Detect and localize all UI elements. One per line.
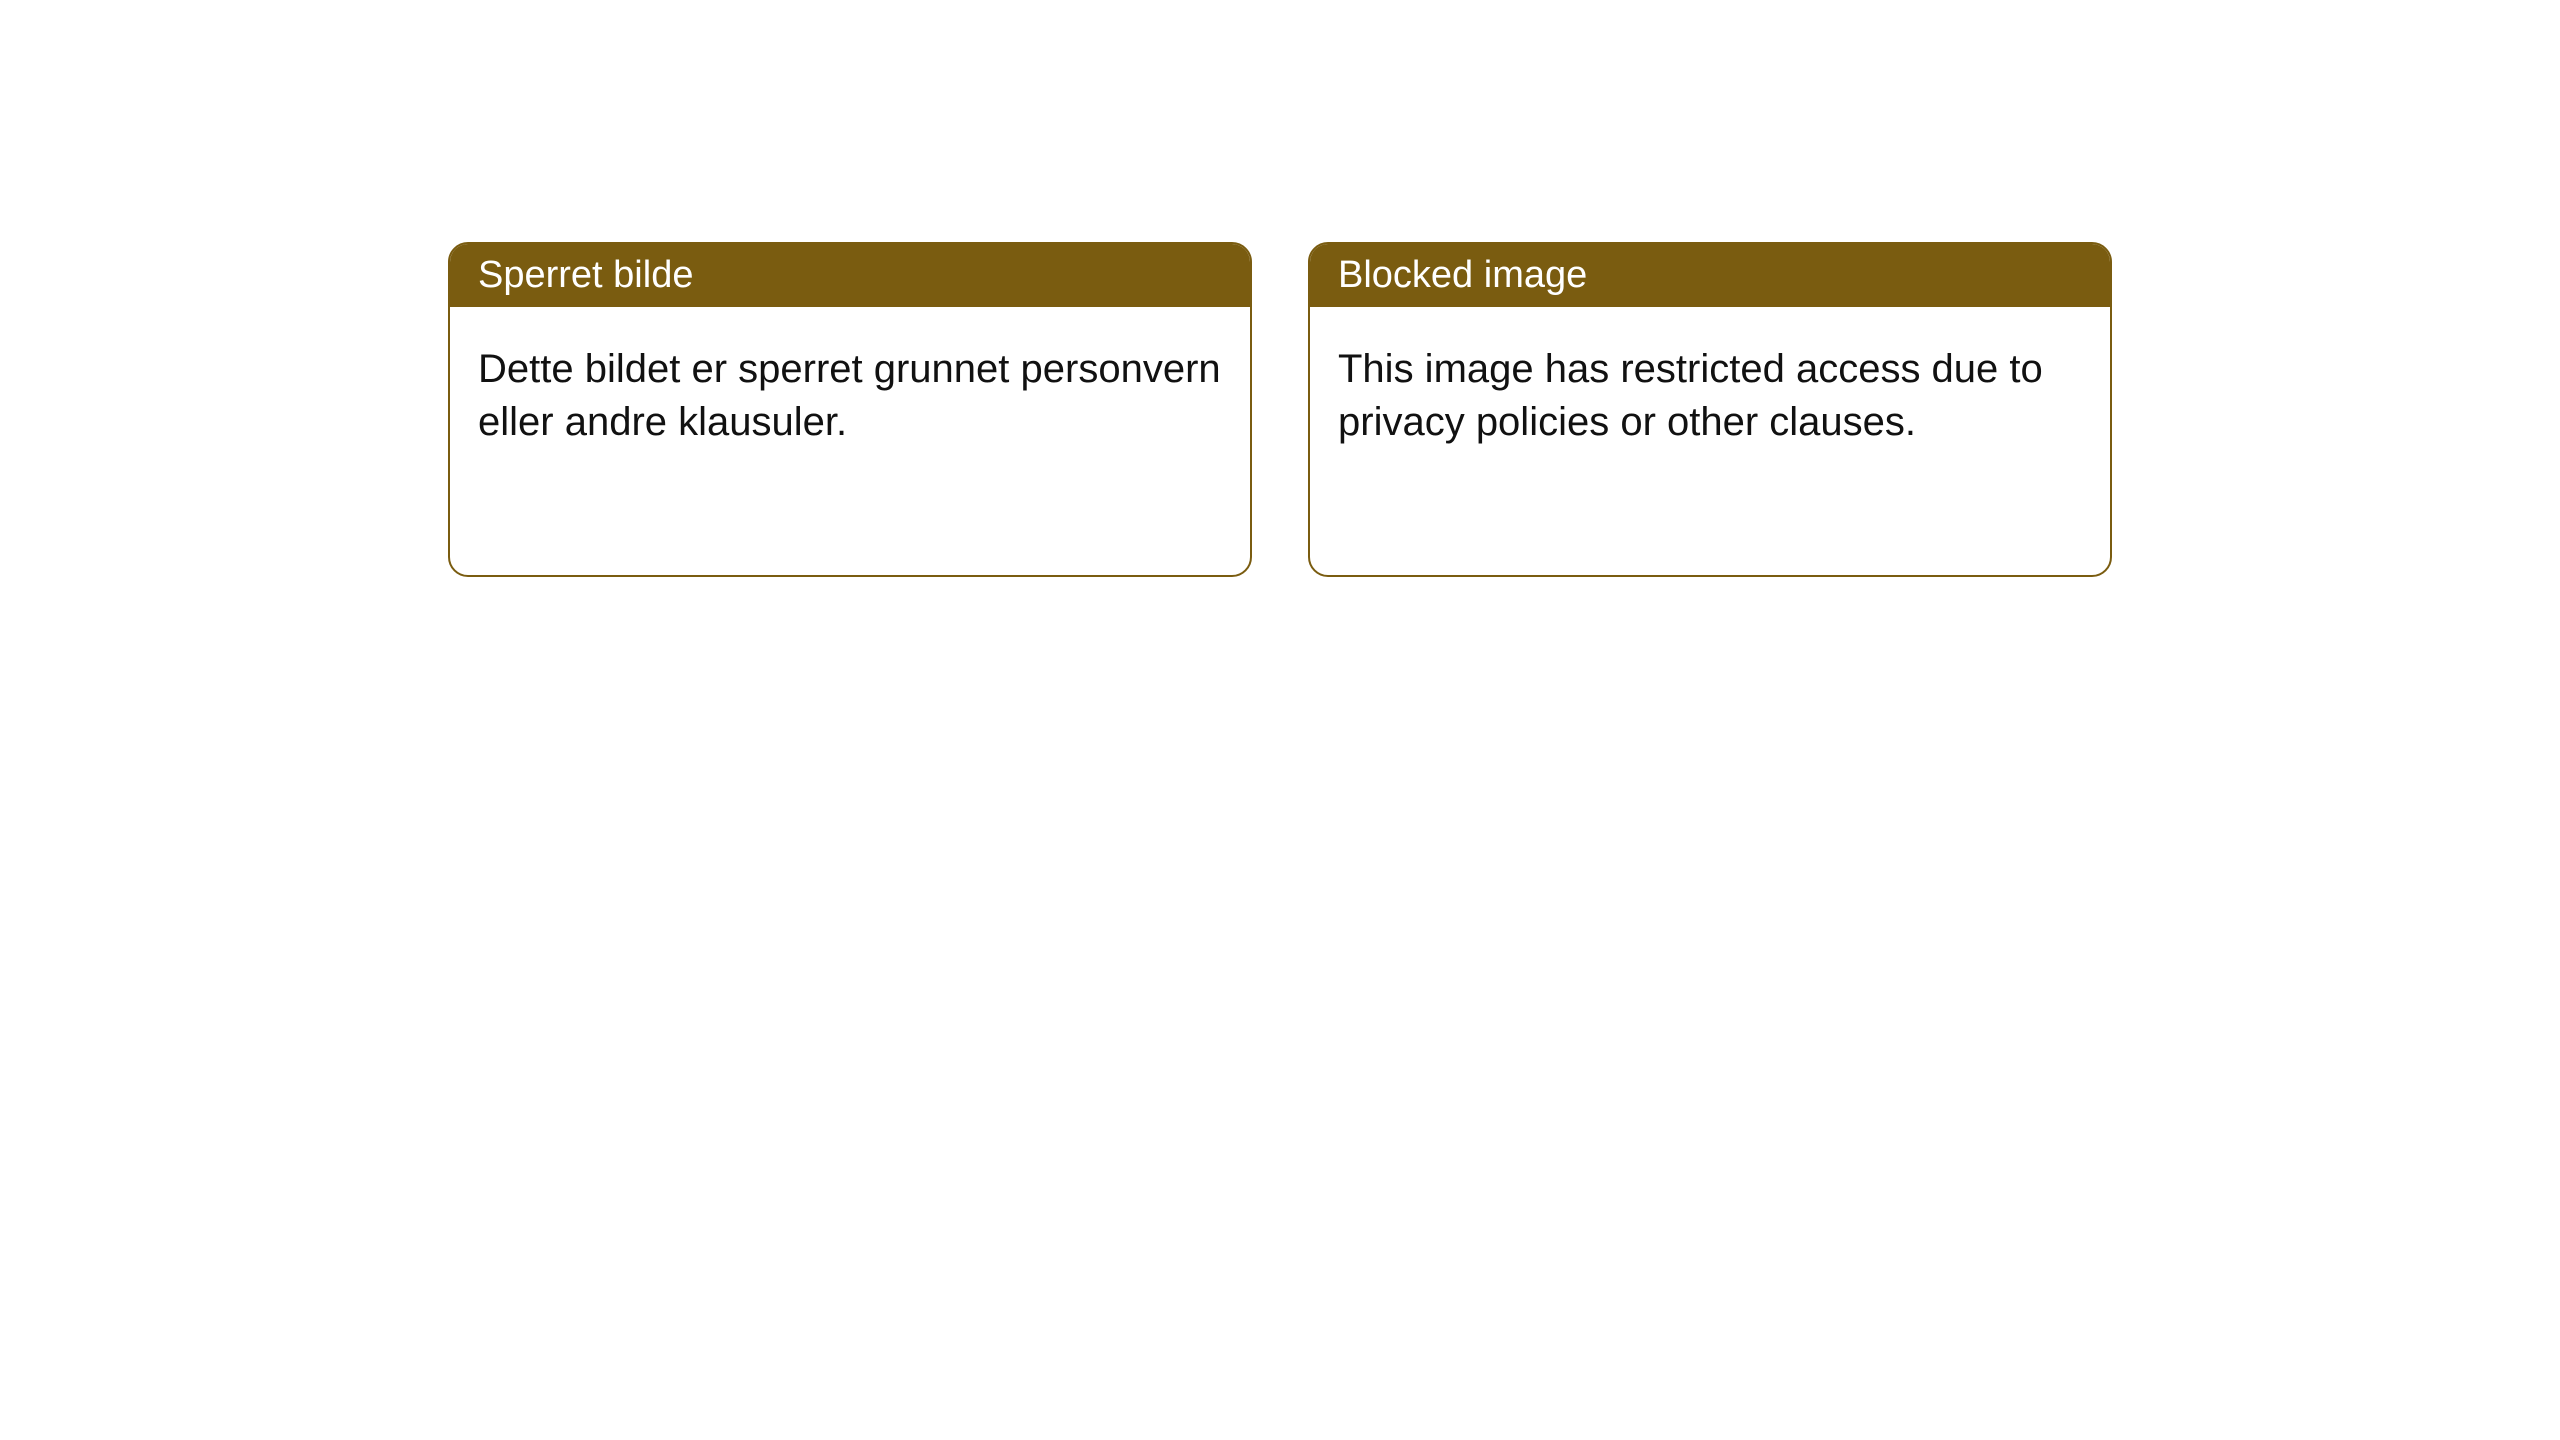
blocked-image-card-english: Blocked image This image has restricted … <box>1308 242 2112 577</box>
card-title: Sperret bilde <box>450 244 1250 307</box>
blocked-image-card-norwegian: Sperret bilde Dette bildet er sperret gr… <box>448 242 1252 577</box>
cards-container: Sperret bilde Dette bildet er sperret gr… <box>0 0 2560 577</box>
card-body: This image has restricted access due to … <box>1310 307 2110 485</box>
card-title: Blocked image <box>1310 244 2110 307</box>
card-body: Dette bildet er sperret grunnet personve… <box>450 307 1250 485</box>
